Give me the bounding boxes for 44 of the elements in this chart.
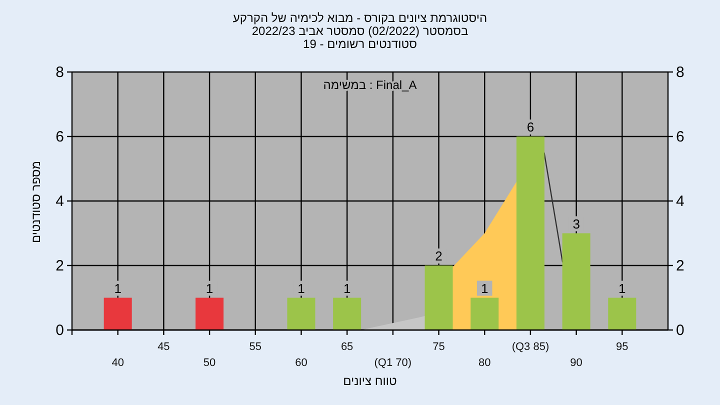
bar xyxy=(104,298,132,330)
text: סטודנטים רשומים - 19 xyxy=(303,37,418,51)
x-tick-label: 75 xyxy=(432,341,445,353)
data-label: 1 xyxy=(343,280,351,296)
x-tick-label: 55 xyxy=(249,341,262,353)
bar xyxy=(470,298,499,330)
data-label: 3 xyxy=(572,216,580,232)
y-tick-label: 2 xyxy=(56,258,64,274)
bar xyxy=(424,266,453,330)
chart-subtitle: בסמסטר (02/2022) סמסטר אביב 2022/23 xyxy=(252,24,468,38)
y2-tick-label: 8 xyxy=(676,64,684,81)
x-tick-label: 90 xyxy=(570,357,582,369)
y-tick-label: 0 xyxy=(56,322,64,339)
x-tick-label: 95 xyxy=(616,341,628,353)
y2-tick-label: 6 xyxy=(676,128,684,146)
bar xyxy=(562,233,590,330)
x-tick-label: 45 xyxy=(158,341,170,353)
bar xyxy=(287,298,316,330)
x-tick-label: 65 xyxy=(340,341,354,353)
x-tick-label: 60 xyxy=(295,357,308,369)
data-label: 6 xyxy=(526,120,534,134)
y-axis-title: מספר סטודנטים xyxy=(29,160,43,244)
data-label: 1 xyxy=(618,280,626,296)
y2-tick-label: 2 xyxy=(676,258,684,274)
bar xyxy=(333,298,362,330)
y-tick-label: 8 xyxy=(56,64,64,81)
data-label: 2 xyxy=(435,248,442,264)
x-tick-label: (Q3 85) xyxy=(512,341,550,353)
y-tick-label: 6 xyxy=(56,128,64,146)
y2-tick-label: 0 xyxy=(676,322,684,339)
data-label: 1 xyxy=(114,280,122,296)
x-tick-label: 80 xyxy=(478,357,491,369)
x-tick-label: 40 xyxy=(112,357,124,369)
bar xyxy=(196,298,224,330)
y-tick-label: 4 xyxy=(56,193,64,210)
x-tick-label: (Q1 70) xyxy=(374,357,412,369)
data-label: 1 xyxy=(298,280,305,296)
chart-title: היסטוגרמת ציונים בקורס - מבוא לכימיה של הקרקע xyxy=(232,11,488,25)
bar xyxy=(608,298,636,330)
y2-tick-label: 4 xyxy=(676,193,684,210)
data-label: 1 xyxy=(206,280,214,296)
x-tick-label: 50 xyxy=(203,357,216,369)
x-axis-title: טווח ציונים xyxy=(343,374,398,388)
data-label: 1 xyxy=(481,280,488,296)
